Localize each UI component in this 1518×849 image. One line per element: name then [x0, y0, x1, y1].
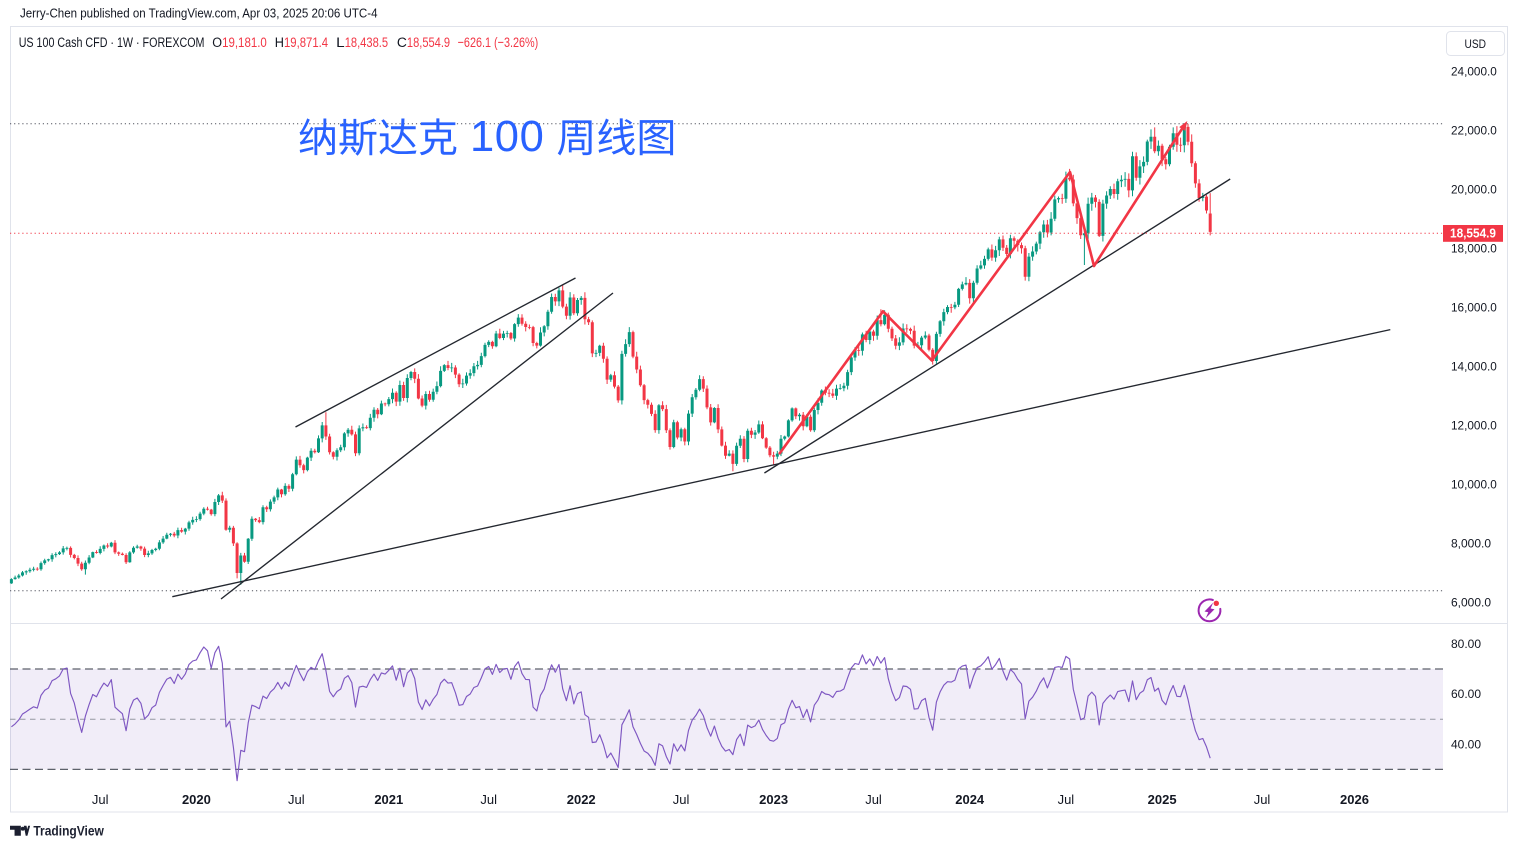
svg-text:Jerry-Chen published on Tradin: Jerry-Chen published on TradingView.com,… — [20, 6, 378, 21]
svg-text:6,000.0: 6,000.0 — [1451, 596, 1491, 610]
svg-text:USD: USD — [1465, 37, 1487, 51]
svg-text:2026: 2026 — [1340, 792, 1369, 807]
svg-text:2021: 2021 — [374, 792, 403, 807]
svg-text:0: 0 — [495, 113, 519, 161]
svg-text:16,000.0: 16,000.0 — [1451, 301, 1497, 315]
svg-text:8,000.0: 8,000.0 — [1451, 537, 1491, 551]
svg-text:18,554.9: 18,554.9 — [407, 35, 450, 51]
svg-text:20,000.0: 20,000.0 — [1451, 183, 1497, 197]
svg-text:2025: 2025 — [1148, 792, 1177, 807]
svg-text:C: C — [397, 35, 407, 51]
svg-text:Jul: Jul — [480, 792, 497, 807]
svg-text:Jul: Jul — [1058, 792, 1075, 807]
svg-text:1: 1 — [470, 113, 494, 161]
svg-text:14,000.0: 14,000.0 — [1451, 360, 1497, 374]
svg-text:18,554.9: 18,554.9 — [1450, 227, 1496, 241]
svg-text:60.00: 60.00 — [1451, 687, 1481, 701]
svg-text:40.00: 40.00 — [1451, 737, 1481, 751]
svg-text:US 100 Cash CFD · 1W · FOREXCO: US 100 Cash CFD · 1W · FOREXCOM — [19, 35, 205, 51]
svg-text:O: O — [212, 35, 222, 51]
svg-text:H: H — [275, 35, 284, 51]
svg-text:80.00: 80.00 — [1451, 637, 1481, 651]
svg-text:22,000.0: 22,000.0 — [1451, 124, 1497, 138]
svg-text:24,000.0: 24,000.0 — [1451, 65, 1497, 79]
svg-text:TradingView: TradingView — [33, 823, 104, 839]
svg-text:19,181.0: 19,181.0 — [222, 35, 267, 51]
svg-text:2022: 2022 — [567, 792, 596, 807]
svg-text:10,000.0: 10,000.0 — [1451, 478, 1497, 492]
svg-text:18,438.5: 18,438.5 — [345, 35, 388, 51]
svg-text:12,000.0: 12,000.0 — [1451, 419, 1497, 433]
svg-text:Jul: Jul — [673, 792, 690, 807]
svg-text:−626.1 (−3.26%): −626.1 (−3.26%) — [458, 35, 539, 51]
svg-text:18,000.0: 18,000.0 — [1451, 242, 1497, 256]
svg-text:19,871.4: 19,871.4 — [284, 35, 328, 51]
svg-text:2024: 2024 — [955, 792, 985, 807]
svg-text:2023: 2023 — [759, 792, 788, 807]
svg-text:Jul: Jul — [92, 792, 109, 807]
svg-text:Jul: Jul — [865, 792, 882, 807]
svg-text:L: L — [336, 35, 345, 51]
svg-text:2020: 2020 — [182, 792, 211, 807]
svg-text:Jul: Jul — [1254, 792, 1271, 807]
svg-text:Jul: Jul — [288, 792, 305, 807]
svg-text:0: 0 — [520, 113, 544, 161]
